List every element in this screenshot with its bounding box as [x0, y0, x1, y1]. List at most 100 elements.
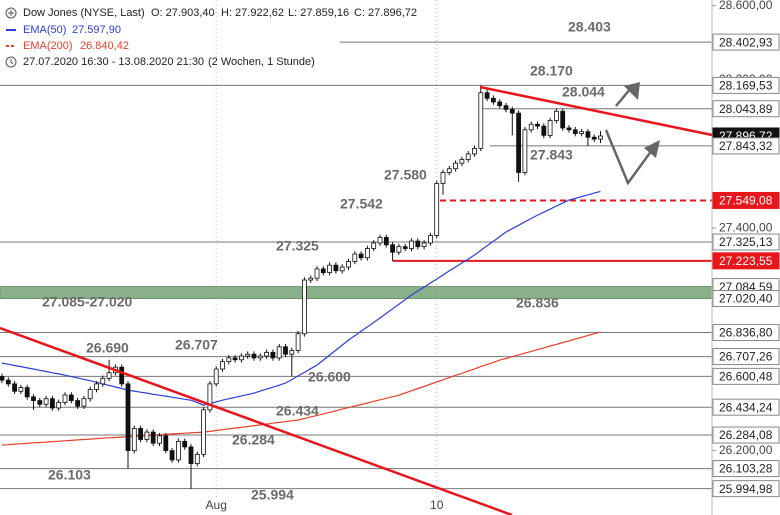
level-box: [712, 289, 780, 307]
candle-body: [377, 236, 383, 244]
candle-body: [270, 351, 276, 359]
price-annotation: 26.284: [232, 432, 275, 448]
x-tick-label: 10: [430, 498, 444, 512]
candle-body: [201, 409, 207, 455]
candle-body: [163, 435, 169, 452]
candle-body: [327, 264, 333, 274]
level-box: [712, 252, 780, 270]
level-label: 28.043,89: [719, 102, 773, 116]
candle-body: [339, 266, 345, 272]
close-value: C: 27.896,72: [354, 7, 417, 19]
candle-body: [264, 351, 270, 357]
candle-body: [566, 127, 572, 131]
arrow-head: [644, 140, 660, 158]
candle-body: [516, 112, 521, 173]
candle-body: [188, 446, 194, 465]
legend-value: 26.840,42: [80, 40, 129, 52]
arrow: [615, 87, 632, 107]
candle-body: [598, 135, 603, 140]
candle-body: [383, 236, 389, 246]
candle-body: [478, 92, 484, 149]
level-label: 28.402,93: [719, 35, 773, 49]
candle-body: [257, 355, 263, 359]
level-label: 25.994,98: [719, 482, 773, 496]
candle-body: [509, 109, 515, 114]
candle-body: [560, 110, 566, 129]
high-value: H: 27.922,62: [221, 7, 284, 19]
low-value: L: 27.859,16: [288, 7, 349, 19]
candle-body: [314, 268, 320, 279]
candle-body: [371, 242, 377, 249]
price-annotation: 26.600: [308, 369, 351, 385]
price-annotation: 28.170: [530, 63, 573, 79]
ema-legend: EMA(50) 27.597,90 EMA(200) 26.840,42: [6, 24, 129, 52]
level-box: [712, 324, 780, 342]
level-box: [712, 398, 780, 416]
candle-body: [169, 450, 175, 461]
candle-body: [547, 120, 553, 136]
candle-body: [390, 244, 396, 253]
price-annotation: 28.403: [568, 19, 611, 35]
candle-body: [522, 129, 528, 173]
candle-body: [503, 105, 509, 110]
candle-body: [43, 398, 49, 405]
candle-body: [50, 398, 55, 409]
price-annotation: 26.707: [175, 337, 218, 353]
icon: [10, 59, 14, 65]
level-label: 26.600,48: [719, 370, 773, 384]
price-annotation: 28.044: [562, 84, 605, 100]
candle-body: [75, 400, 80, 407]
candle-body: [465, 153, 471, 160]
level-box: [712, 76, 780, 94]
level-label: 26.707,26: [719, 350, 773, 364]
price-annotation: 26.836: [516, 295, 559, 311]
candle-body: [497, 101, 503, 107]
candle-body: [346, 261, 351, 268]
level-label: 26.284,08: [719, 428, 773, 442]
candle-body: [194, 453, 200, 465]
candle-body: [119, 366, 125, 385]
candle-body: [12, 383, 18, 392]
y-tick-label: 28.600,00: [719, 0, 773, 12]
level-box: [712, 33, 780, 51]
candle-body: [333, 264, 339, 272]
candle-body: [308, 277, 314, 281]
candle-body: [402, 246, 408, 249]
candle-body: [301, 279, 307, 335]
level-box: [712, 367, 780, 385]
candle-body: [87, 389, 93, 400]
price-annotation: 26.434: [276, 403, 319, 419]
candle-body: [459, 159, 465, 164]
candle-body: [245, 353, 251, 357]
x-tick-label: Aug: [206, 498, 227, 512]
level-box: [712, 100, 780, 118]
candle-body: [213, 368, 219, 385]
level-box: [712, 191, 780, 209]
candle-body: [220, 361, 225, 370]
y-tick-label: 26.200,00: [719, 443, 773, 457]
candle-body: [100, 377, 106, 385]
instrument-name: Dow Jones (NYSE, Last): [23, 7, 145, 19]
candle-body: [150, 431, 156, 444]
price-annotation: 26.690: [86, 340, 129, 356]
candle-body: [68, 394, 74, 401]
candle-body: [320, 268, 326, 274]
level-label: 27.325,13: [719, 235, 773, 249]
candle-body: [585, 131, 591, 138]
level-label: 26.103,28: [719, 462, 773, 476]
candle-body: [207, 383, 213, 411]
level-label: 26.836,80: [719, 326, 773, 340]
candle-body: [535, 123, 540, 127]
candle-body: [364, 248, 370, 259]
arrow: [604, 129, 654, 186]
level-box: [712, 137, 780, 155]
candle-body: [31, 396, 36, 401]
price-annotation: 27.580: [384, 167, 427, 183]
level-box: [712, 348, 780, 366]
candle-body: [144, 431, 150, 440]
legend-header: Dow Jones (NYSE, Last) O: 27.903,40 H: 2…: [5, 7, 417, 68]
open-value: O: 27.903,40: [151, 7, 215, 19]
legend-label: EMA(200): [23, 40, 73, 52]
candle-body: [396, 246, 402, 253]
